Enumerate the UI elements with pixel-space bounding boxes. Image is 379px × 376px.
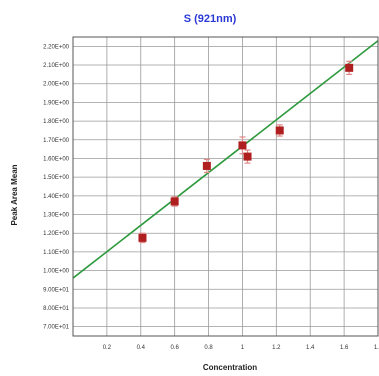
plot-frame bbox=[72, 36, 379, 337]
data-point bbox=[202, 161, 211, 170]
y-tick-label: 2.10E+00 bbox=[43, 63, 70, 69]
x-tick-label: 0.4 bbox=[137, 345, 146, 351]
x-tick-label: 1.6 bbox=[340, 345, 349, 351]
x-tick-label: 1.4 bbox=[306, 345, 315, 351]
data-point bbox=[345, 63, 354, 72]
y-tick-label: 7.00E+01 bbox=[43, 325, 70, 331]
fit-line-group bbox=[72, 40, 379, 279]
data-point bbox=[243, 152, 252, 161]
x-tick-label: 1 bbox=[241, 345, 245, 351]
data-point bbox=[275, 126, 284, 135]
data-point bbox=[238, 141, 247, 150]
chart-title: S (921nm) bbox=[184, 13, 237, 25]
y-tick-label: 1.20E+00 bbox=[43, 231, 70, 237]
y-tick-label: 1.50E+00 bbox=[43, 175, 70, 181]
y-tick-label: 1.00E+00 bbox=[43, 269, 70, 275]
grid-lines bbox=[73, 37, 379, 336]
y-tick-label: 1.10E+00 bbox=[43, 250, 70, 256]
y-tick-labels: 7.00E+01 8.00E+01 9.00E+01 1.00E+00 1.10E+00… bbox=[43, 44, 70, 330]
x-tick-label: 1.2 bbox=[272, 345, 281, 351]
data-point bbox=[170, 197, 179, 206]
y-tick-label: 1.80E+00 bbox=[43, 119, 70, 125]
y-tick-label: 1.30E+00 bbox=[43, 213, 70, 219]
x-tick-label: 0.2 bbox=[103, 345, 112, 351]
x-axis-title: Concentration bbox=[203, 363, 257, 372]
x-tick-label: 0.8 bbox=[204, 345, 213, 351]
y-tick-label: 1.60E+00 bbox=[43, 156, 70, 162]
y-tick-label: 2.20E+00 bbox=[43, 44, 70, 50]
y-tick-label: 1.70E+00 bbox=[43, 138, 70, 144]
data-points bbox=[138, 60, 354, 244]
y-tick-label: 1.40E+00 bbox=[43, 194, 70, 200]
y-tick-label: 2.00E+00 bbox=[43, 82, 70, 88]
y-tick-label: 1.90E+00 bbox=[43, 100, 70, 106]
x-tick-label: 0.6 bbox=[170, 345, 179, 351]
y-tick-label: 9.00E+01 bbox=[43, 287, 70, 293]
data-point bbox=[138, 233, 147, 242]
x-tick-labels: 0.2 0.4 0.6 0.8 1 1.2 1.4 1.6 1.8 bbox=[103, 345, 379, 351]
x-tick-label: 1.8 bbox=[374, 345, 379, 351]
y-axis-title: Peak Area Mean bbox=[10, 164, 19, 225]
fit-line bbox=[72, 40, 379, 279]
y-tick-label: 8.00E+01 bbox=[43, 306, 70, 312]
